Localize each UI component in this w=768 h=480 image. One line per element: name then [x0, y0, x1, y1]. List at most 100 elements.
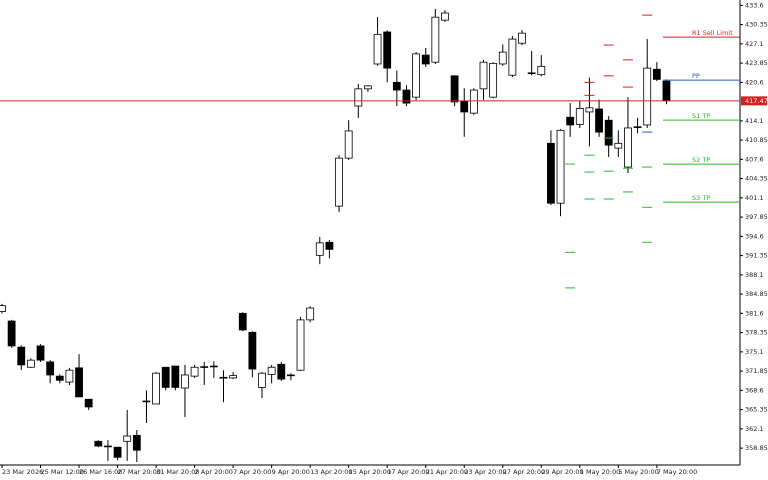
candle-body: [113, 446, 122, 458]
x-tick-label: 29 Apr 20:00: [541, 468, 583, 476]
y-tick-label: 391.35: [745, 252, 768, 260]
candle-body: [344, 130, 353, 159]
x-tick-label: 21 Apr 20:00: [426, 468, 468, 476]
y-tick-label: 427.1: [745, 40, 764, 48]
y-tick-label: 401.1: [745, 194, 764, 202]
candle-body: [604, 119, 613, 146]
y-tick-label: 397.85: [745, 213, 768, 221]
candle-body: [373, 33, 382, 65]
candle-body: [132, 434, 141, 451]
candle-body: [595, 108, 603, 133]
candle-body: [296, 319, 305, 371]
candle-body: [498, 51, 507, 65]
candle-body: [614, 142, 623, 149]
candle-body: [383, 31, 392, 69]
y-tick-label: 414.1: [745, 117, 764, 125]
x-tick-label: 7 Apr 20:00: [233, 468, 271, 476]
y-tick-label: 388.1: [745, 271, 764, 279]
candle-body: [566, 116, 575, 126]
candle-body: [181, 374, 189, 389]
candle-body: [335, 157, 343, 207]
x-tick-label: 17 Apr 20:00: [387, 468, 429, 476]
y-tick-label: 368.6: [745, 386, 764, 394]
x-tick-label: 26 Mar 16:00: [79, 468, 122, 476]
candle-body: [7, 320, 16, 347]
candle-body: [200, 366, 209, 368]
candle-body: [460, 100, 469, 113]
candle-body: [84, 398, 93, 408]
candle-body: [325, 241, 334, 250]
candle-body: [0, 305, 6, 312]
candle-body: [36, 345, 45, 361]
candle-body: [556, 129, 565, 204]
candle-body: [527, 72, 536, 75]
candle-body: [518, 32, 526, 44]
candle-body: [94, 440, 103, 447]
candle-body: [161, 366, 170, 388]
candle-body: [364, 85, 372, 90]
candle-body: [209, 365, 218, 368]
current-price-box: [741, 96, 767, 106]
candle-body: [508, 38, 517, 76]
y-tick-label: 365.35: [745, 406, 768, 414]
candle-body: [306, 307, 315, 321]
candle-body: [354, 88, 363, 107]
candle-body: [633, 126, 642, 128]
current-price-label: 417.47: [745, 97, 768, 105]
candle-body: [142, 400, 151, 403]
candle-body: [75, 367, 83, 398]
candle-body: [412, 53, 420, 98]
candle-body: [46, 361, 55, 376]
candle-body: [489, 62, 498, 98]
y-tick-label: 430.35: [745, 21, 768, 29]
candle-body: [65, 369, 74, 383]
y-tick-label: 420.6: [745, 78, 764, 86]
x-tick-label: 5 May 20:00: [618, 468, 658, 476]
y-tick-label: 433.6: [745, 1, 764, 9]
candle-body: [547, 142, 555, 204]
x-tick-label: 15 Apr 20:00: [349, 468, 391, 476]
candle-body: [652, 68, 661, 80]
plot-area: [0, 0, 740, 465]
candle-body: [286, 374, 295, 377]
x-tick-label: 9 Apr 20:00: [272, 468, 310, 476]
level-label: R1 Sell Limit: [692, 29, 733, 37]
candle-body: [277, 363, 286, 380]
candle-body: [643, 67, 652, 126]
candle-body: [123, 435, 132, 442]
candle-body: [248, 331, 257, 370]
candle-body: [315, 242, 324, 256]
candle-body: [55, 375, 64, 381]
candle-body: [104, 445, 112, 448]
candle-body: [585, 107, 594, 113]
x-tick-label: 2 Apr 20:00: [195, 468, 233, 476]
candle-body: [219, 376, 228, 379]
candle-body: [431, 16, 440, 63]
level-label: PP: [692, 72, 700, 80]
y-tick-label: 362.1: [745, 425, 764, 433]
candle-body: [152, 372, 160, 405]
x-tick-label: 25 Mar 12:00: [41, 468, 84, 476]
y-tick-label: 404.35: [745, 175, 768, 183]
candle-body: [469, 89, 478, 114]
y-tick-label: 371.85: [745, 367, 768, 375]
candle-body: [17, 346, 26, 366]
x-tick-label: 7 May 20:00: [657, 468, 697, 476]
candle-body: [190, 366, 199, 377]
y-tick-label: 378.35: [745, 329, 768, 337]
candle-body: [537, 65, 546, 76]
candle-body: [441, 12, 449, 21]
candle-body: [258, 372, 266, 388]
y-tick-label: 423.85: [745, 59, 768, 67]
x-tick-label: 23 Apr 20:00: [464, 468, 506, 476]
level-label: S2 TP: [692, 156, 710, 164]
y-tick-label: 358.85: [745, 444, 768, 452]
y-tick-label: 381.6: [745, 309, 764, 317]
y-tick-label: 394.6: [745, 232, 764, 240]
candle-body: [421, 54, 430, 65]
x-tick-label: 13 Apr 20:00: [310, 468, 352, 476]
candle-body: [229, 375, 238, 379]
level-label: S1 TP: [692, 112, 710, 120]
candle-body: [575, 108, 584, 125]
